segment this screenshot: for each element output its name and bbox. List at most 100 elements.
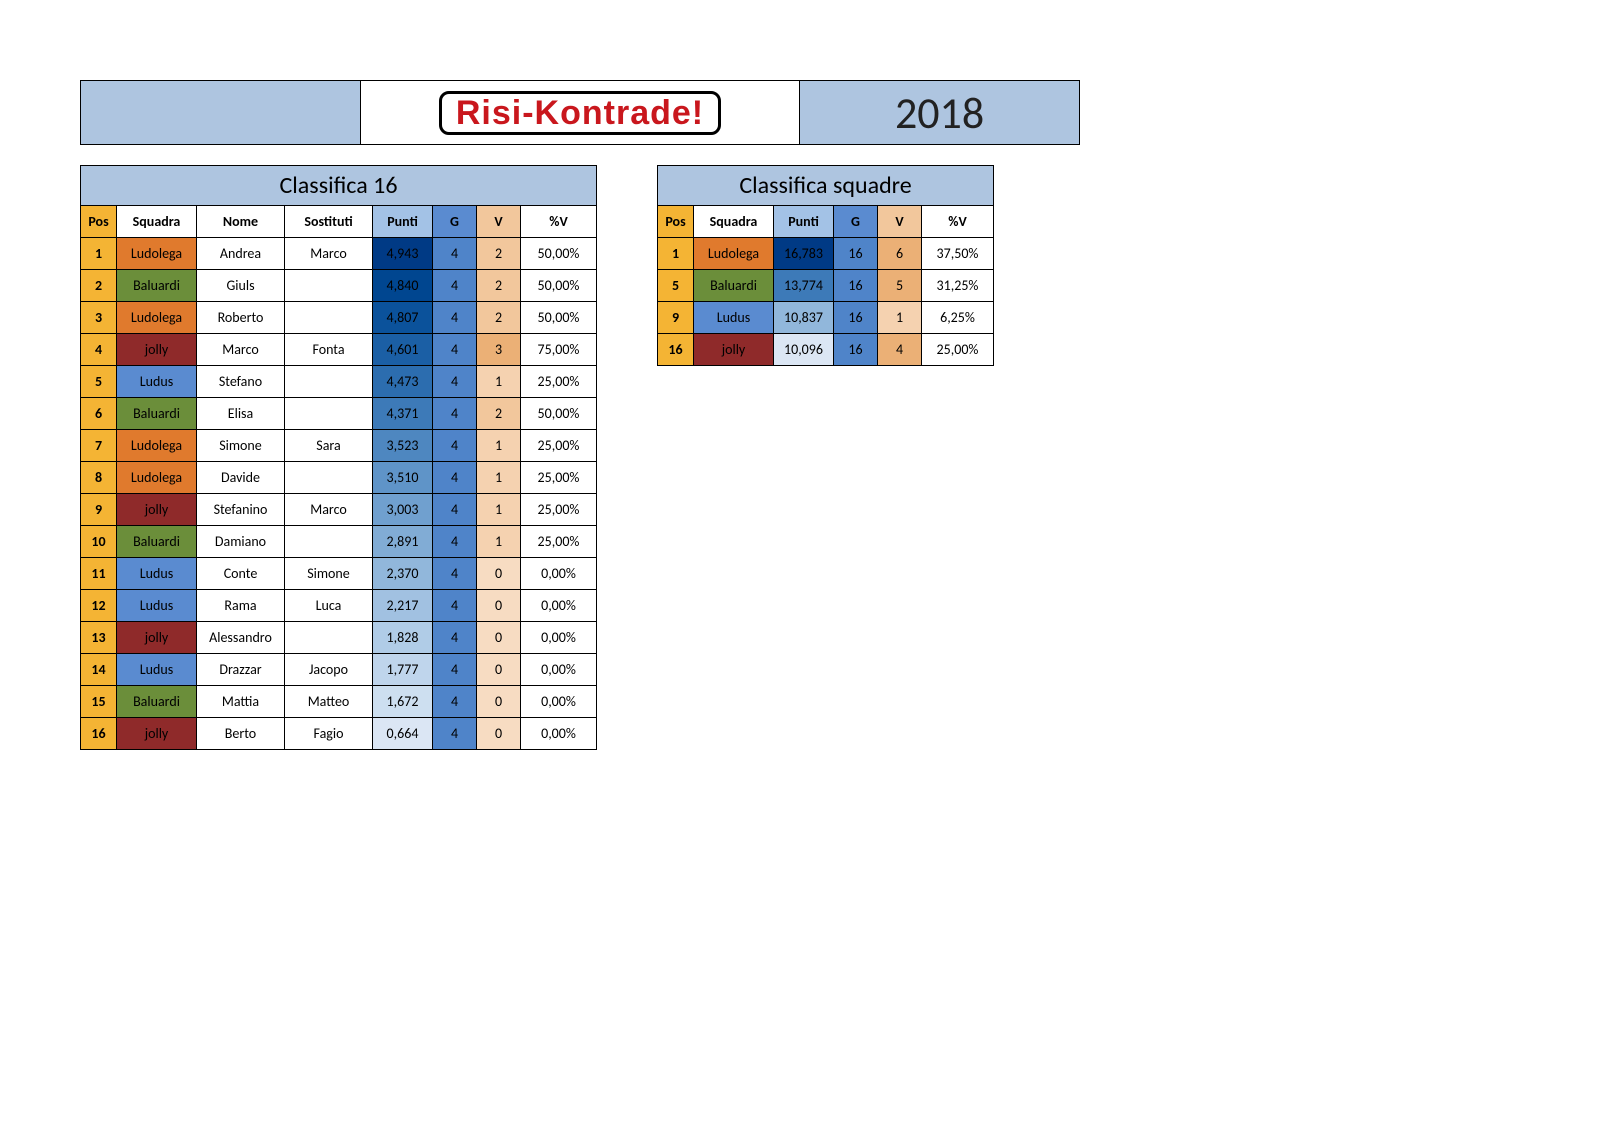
cell-g: 16	[834, 238, 878, 270]
cell-squadra: Ludolega	[117, 462, 197, 494]
cell-pos: 16	[658, 334, 694, 366]
cell-punti: 4,371	[373, 398, 433, 430]
banner-left-spacer	[81, 81, 361, 144]
cell-pos: 4	[81, 334, 117, 366]
col-v: V	[477, 206, 521, 238]
cell-nome: Stefano	[197, 366, 285, 398]
col-sostituti: Sostituti	[285, 206, 373, 238]
classifica-squadre-table: Classifica squadre Pos Squadra Punti G V…	[657, 165, 994, 366]
logo-text: Risi-Kontrade!	[439, 91, 721, 135]
cell-g: 4	[433, 302, 477, 334]
cell-g: 4	[433, 686, 477, 718]
col-squadra: Squadra	[694, 206, 774, 238]
cell-squadra: Ludolega	[117, 302, 197, 334]
cell-pos: 9	[81, 494, 117, 526]
cell-punti: 3,510	[373, 462, 433, 494]
cell-v: 1	[477, 366, 521, 398]
cell-squadra: Ludus	[117, 590, 197, 622]
cell-pos: 5	[658, 270, 694, 302]
cell-punti: 1,672	[373, 686, 433, 718]
cell-punti: 4,943	[373, 238, 433, 270]
cell-v: 2	[477, 238, 521, 270]
cell-v: 0	[477, 590, 521, 622]
cell-percent-v: 25,00%	[521, 462, 597, 494]
cell-g: 4	[433, 718, 477, 750]
cell-pos: 7	[81, 430, 117, 462]
cell-pos: 11	[81, 558, 117, 590]
cell-percent-v: 31,25%	[922, 270, 994, 302]
cell-g: 4	[433, 430, 477, 462]
cell-pos: 13	[81, 622, 117, 654]
table-row: 6BaluardiElisa4,3714250,00%	[81, 398, 597, 430]
cell-squadra: jolly	[117, 718, 197, 750]
cell-punti: 16,783	[774, 238, 834, 270]
cell-g: 4	[433, 270, 477, 302]
cell-punti: 3,003	[373, 494, 433, 526]
cell-pos: 5	[81, 366, 117, 398]
cell-v: 2	[477, 302, 521, 334]
col-punti: Punti	[373, 206, 433, 238]
col-pos: Pos	[658, 206, 694, 238]
cell-v: 0	[477, 558, 521, 590]
cell-squadra: jolly	[117, 622, 197, 654]
cell-g: 4	[433, 238, 477, 270]
cell-sostituti	[285, 366, 373, 398]
cell-pos: 12	[81, 590, 117, 622]
cell-percent-v: 25,00%	[521, 366, 597, 398]
cell-nome: Simone	[197, 430, 285, 462]
cell-percent-v: 50,00%	[521, 270, 597, 302]
classifica-squadre-header-row: Pos Squadra Punti G V %V	[658, 206, 994, 238]
cell-squadra: Ludus	[694, 302, 774, 334]
table-row: 5LudusStefano4,4734125,00%	[81, 366, 597, 398]
cell-g: 16	[834, 334, 878, 366]
cell-squadra: Ludolega	[117, 238, 197, 270]
col-g: G	[834, 206, 878, 238]
cell-percent-v: 25,00%	[922, 334, 994, 366]
table-row: 7LudolegaSimoneSara3,5234125,00%	[81, 430, 597, 462]
cell-v: 1	[477, 430, 521, 462]
cell-g: 4	[433, 398, 477, 430]
table-row: 4jollyMarcoFonta4,6014375,00%	[81, 334, 597, 366]
col-v: V	[878, 206, 922, 238]
banner: Risi-Kontrade! 2018	[80, 80, 1080, 145]
cell-pos: 16	[81, 718, 117, 750]
cell-percent-v: 37,50%	[922, 238, 994, 270]
cell-punti: 2,217	[373, 590, 433, 622]
cell-squadra: Ludus	[117, 558, 197, 590]
cell-pos: 14	[81, 654, 117, 686]
cell-pos: 9	[658, 302, 694, 334]
cell-sostituti	[285, 398, 373, 430]
cell-squadra: Baluardi	[117, 526, 197, 558]
col-nome: Nome	[197, 206, 285, 238]
cell-sostituti: Sara	[285, 430, 373, 462]
cell-squadra: jolly	[117, 494, 197, 526]
cell-v: 1	[477, 494, 521, 526]
cell-sostituti	[285, 526, 373, 558]
cell-g: 4	[433, 366, 477, 398]
cell-nome: Berto	[197, 718, 285, 750]
cell-squadra: Ludus	[117, 366, 197, 398]
cell-punti: 2,891	[373, 526, 433, 558]
cell-squadra: Baluardi	[117, 270, 197, 302]
cell-sostituti	[285, 270, 373, 302]
cell-sostituti: Jacopo	[285, 654, 373, 686]
cell-nome: Stefanino	[197, 494, 285, 526]
cell-squadra: Baluardi	[117, 686, 197, 718]
cell-nome: Elisa	[197, 398, 285, 430]
cell-g: 4	[433, 526, 477, 558]
cell-sostituti	[285, 462, 373, 494]
cell-punti: 4,840	[373, 270, 433, 302]
cell-nome: Alessandro	[197, 622, 285, 654]
classifica-16-table: Classifica 16 Pos Squadra Nome Sostituti…	[80, 165, 597, 750]
cell-percent-v: 50,00%	[521, 302, 597, 334]
cell-percent-v: 0,00%	[521, 558, 597, 590]
table-row: 13jollyAlessandro1,828400,00%	[81, 622, 597, 654]
cell-squadra: Ludus	[117, 654, 197, 686]
classifica-squadre-title: Classifica squadre	[658, 166, 994, 206]
cell-v: 2	[477, 398, 521, 430]
cell-squadra: jolly	[694, 334, 774, 366]
table-row: 8LudolegaDavide3,5104125,00%	[81, 462, 597, 494]
cell-sostituti: Matteo	[285, 686, 373, 718]
table-row: 15BaluardiMattiaMatteo1,672400,00%	[81, 686, 597, 718]
cell-sostituti	[285, 302, 373, 334]
